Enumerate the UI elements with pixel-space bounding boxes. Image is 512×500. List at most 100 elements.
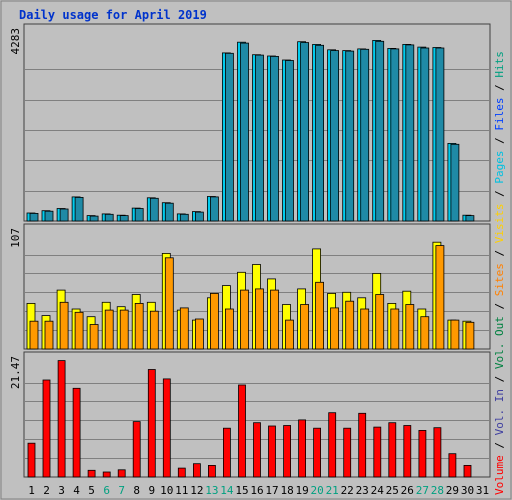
files-bar: [209, 196, 219, 222]
x-tick-label: 21: [326, 484, 339, 497]
x-tick-label: 23: [356, 484, 369, 497]
visits-bar: [89, 324, 99, 350]
x-tick-label: 9: [148, 484, 155, 497]
visits-bar: [44, 320, 54, 350]
legend-entry: Volume: [493, 455, 506, 495]
volume-bar: [222, 427, 231, 478]
volume-bar: [253, 422, 261, 478]
volume-bar: [87, 469, 96, 478]
x-tick-label: 19: [295, 484, 308, 497]
visits-bar: [134, 302, 144, 350]
volume-bar: [268, 425, 276, 478]
volume-bar: [388, 422, 397, 478]
chart-panels: 4283 107 21.47: [9, 23, 491, 478]
volume-bar: [283, 425, 292, 478]
visits-bar: [465, 321, 475, 350]
files-bar: [29, 212, 39, 222]
files-bar: [119, 215, 129, 222]
visits-bar: [164, 257, 174, 350]
volume-bar: [117, 469, 126, 478]
volume-bar: [42, 379, 51, 478]
series-volume: [27, 360, 472, 478]
legend-entry: Pages: [493, 151, 506, 184]
x-tick-label: 13: [205, 484, 218, 497]
files-bar: [285, 60, 294, 222]
files-bar: [240, 42, 249, 222]
visits-bar: [285, 319, 294, 350]
x-tick-label: 6: [103, 484, 110, 497]
files-bar: [450, 143, 460, 222]
x-tick-label: 12: [190, 484, 203, 497]
x-tick-label: 17: [265, 484, 278, 497]
files-bar: [390, 48, 400, 222]
visits-bar: [209, 292, 219, 350]
visits-bar: [360, 308, 370, 350]
x-tick-label: 27: [416, 484, 429, 497]
x-tick-label: 7: [118, 484, 125, 497]
files-bar: [435, 47, 445, 222]
y-max-label: 107: [9, 228, 22, 248]
visits-bar: [420, 316, 430, 350]
x-tick-label: 31: [476, 484, 489, 497]
volume-bar: [298, 419, 307, 478]
files-bar: [315, 44, 325, 222]
series-files: [29, 40, 475, 222]
visits-bar: [224, 308, 234, 350]
visits-bar: [74, 311, 84, 350]
visits-bar: [390, 308, 400, 350]
legend-entry: /: [493, 435, 506, 455]
visits-bar: [300, 304, 310, 350]
panel-hits: 4283: [9, 23, 491, 222]
volume-bar: [433, 427, 442, 478]
files-bar: [44, 210, 54, 222]
files-bar: [59, 208, 69, 222]
chart-title: Daily usage for April 2019: [19, 8, 207, 22]
x-tick-label: 14: [220, 484, 234, 497]
files-bar: [255, 54, 264, 222]
files-bar: [405, 44, 415, 222]
volume-bar: [238, 384, 246, 478]
x-tick-label: 2: [43, 484, 50, 497]
legend-entry: /: [493, 131, 506, 151]
legend-entry: Files: [493, 98, 506, 131]
x-tick-label: 29: [446, 484, 459, 497]
visits-bar: [149, 310, 159, 350]
y-max-label: 4283: [9, 28, 22, 55]
series-visits: [29, 245, 475, 350]
legend-entry: /: [493, 369, 506, 389]
visits-bar: [119, 309, 129, 350]
files-bar: [134, 208, 144, 222]
volume-bar: [313, 427, 322, 478]
volume-bar: [132, 421, 141, 478]
volume-bar: [102, 471, 111, 478]
x-tick-label: 26: [401, 484, 414, 497]
visits-bar: [375, 294, 385, 350]
x-tick-label: 11: [175, 484, 188, 497]
visits-bar: [270, 289, 279, 350]
volume-bar: [373, 426, 382, 478]
volume-bar: [177, 467, 186, 478]
volume-bar: [147, 369, 156, 478]
volume-bar: [27, 442, 36, 478]
visits-bar: [179, 307, 189, 350]
visits-bar: [450, 319, 460, 350]
files-bar: [74, 196, 84, 222]
volume-bar: [328, 412, 337, 478]
x-axis-tick-labels: 1 2 3 4 5 6 7 8 9 10 11 12 13 14 15 16 17 18 19 20 21 22 23 24 2…: [28, 484, 489, 497]
visits-bar: [255, 288, 264, 350]
x-tick-label: 25: [386, 484, 399, 497]
volume-bar: [343, 427, 352, 478]
files-bar: [164, 202, 174, 222]
legend-entry: /: [493, 184, 506, 204]
files-bar: [330, 50, 340, 222]
files-bar: [224, 52, 234, 222]
legend-entry: /: [493, 296, 506, 316]
files-bar: [420, 47, 430, 222]
files-bar: [270, 56, 279, 222]
visits-bar: [405, 304, 415, 350]
volume-bar: [207, 464, 216, 478]
volume-bar: [57, 360, 66, 478]
x-tick-label: 4: [73, 484, 80, 497]
visits-bar: [29, 320, 39, 350]
x-tick-label: 10: [160, 484, 173, 497]
